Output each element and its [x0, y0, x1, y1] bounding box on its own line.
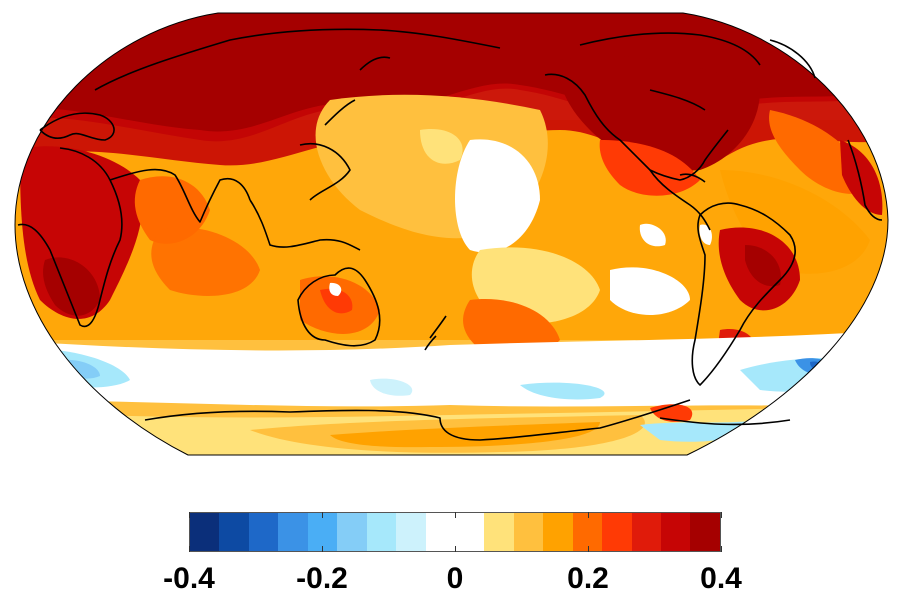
colorbar-bin: [278, 513, 308, 551]
colorbar-tick: [189, 512, 190, 518]
temperature-field: [15, 13, 888, 455]
colorbar-bin: [307, 513, 338, 551]
colorbar-bin: [572, 513, 603, 551]
colorbar-label-zero: 0: [446, 562, 464, 595]
colorbar-bin: [602, 513, 632, 551]
colorbar-tick: [455, 546, 456, 552]
colorbar-bin: [337, 513, 367, 551]
colorbar-bin: [454, 513, 485, 551]
colorbar-bin: [543, 513, 573, 551]
colorbar-tick: [588, 546, 589, 552]
colorbar-label-0-2: 0.2: [567, 562, 609, 595]
world-map: [14, 12, 889, 456]
colorbar-tick: [455, 512, 456, 518]
colorbar-bin: [484, 513, 514, 551]
colorbar-bin: [366, 513, 397, 551]
colorbar-labels: -0.4 -0.2 0 0.2 0.4: [0, 562, 900, 598]
colorbar-bin: [248, 513, 279, 551]
globe-outline: [14, 12, 889, 456]
colorbar-label-neg-0-2: -0.2: [296, 562, 348, 595]
colorbar-tick: [588, 512, 589, 518]
colorbar: [189, 512, 721, 552]
coastlines: [17, 28, 883, 441]
colorbar-bin: [396, 513, 426, 551]
colorbar-bin: [219, 513, 249, 551]
colorbar-bin: [425, 513, 455, 551]
colorbar-tick: [721, 512, 722, 518]
colorbar-label-min: -0.4: [163, 562, 215, 595]
colorbar-bin: [690, 513, 720, 551]
colorbar-tick: [322, 546, 323, 552]
colorbar-bin: [190, 513, 220, 551]
colorbar-tick: [721, 546, 722, 552]
colorbar-bin: [661, 513, 691, 551]
colorbar-tick: [322, 512, 323, 518]
colorbar-bin: [631, 513, 661, 551]
colorbar-tick: [189, 546, 190, 552]
colorbar-label-max: 0.4: [700, 562, 742, 595]
colorbar-bin: [513, 513, 544, 551]
